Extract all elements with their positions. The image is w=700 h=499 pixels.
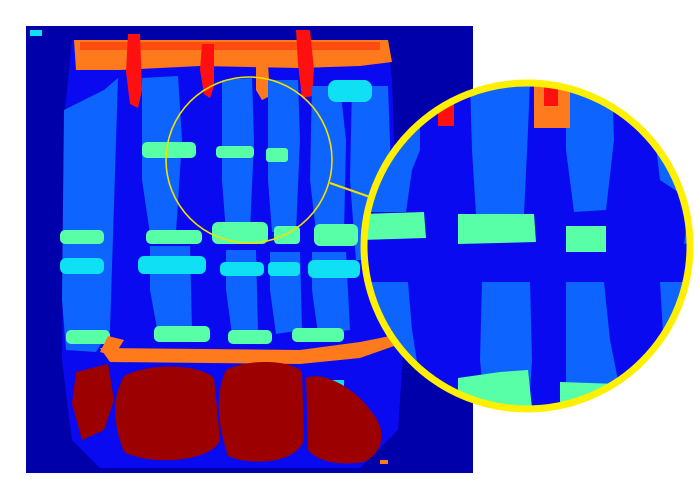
inset-ring (360, 79, 694, 413)
red-drip-2 (200, 44, 214, 98)
red-drip-1 (126, 34, 142, 108)
lower-orange-strip (100, 336, 394, 364)
dark-red-blobs (72, 361, 382, 464)
inset-red-drip (544, 84, 558, 106)
lower-orange-left (100, 336, 124, 356)
red-drip-3 (296, 30, 314, 98)
top-orange-band-dark (80, 42, 380, 50)
orange-drip-1 (256, 64, 270, 100)
connector-line (329, 182, 371, 198)
bottom-orange-speck (380, 460, 388, 464)
corner-speck (30, 30, 42, 36)
focus-circle (165, 76, 333, 244)
horizontal-bars (60, 80, 372, 344)
